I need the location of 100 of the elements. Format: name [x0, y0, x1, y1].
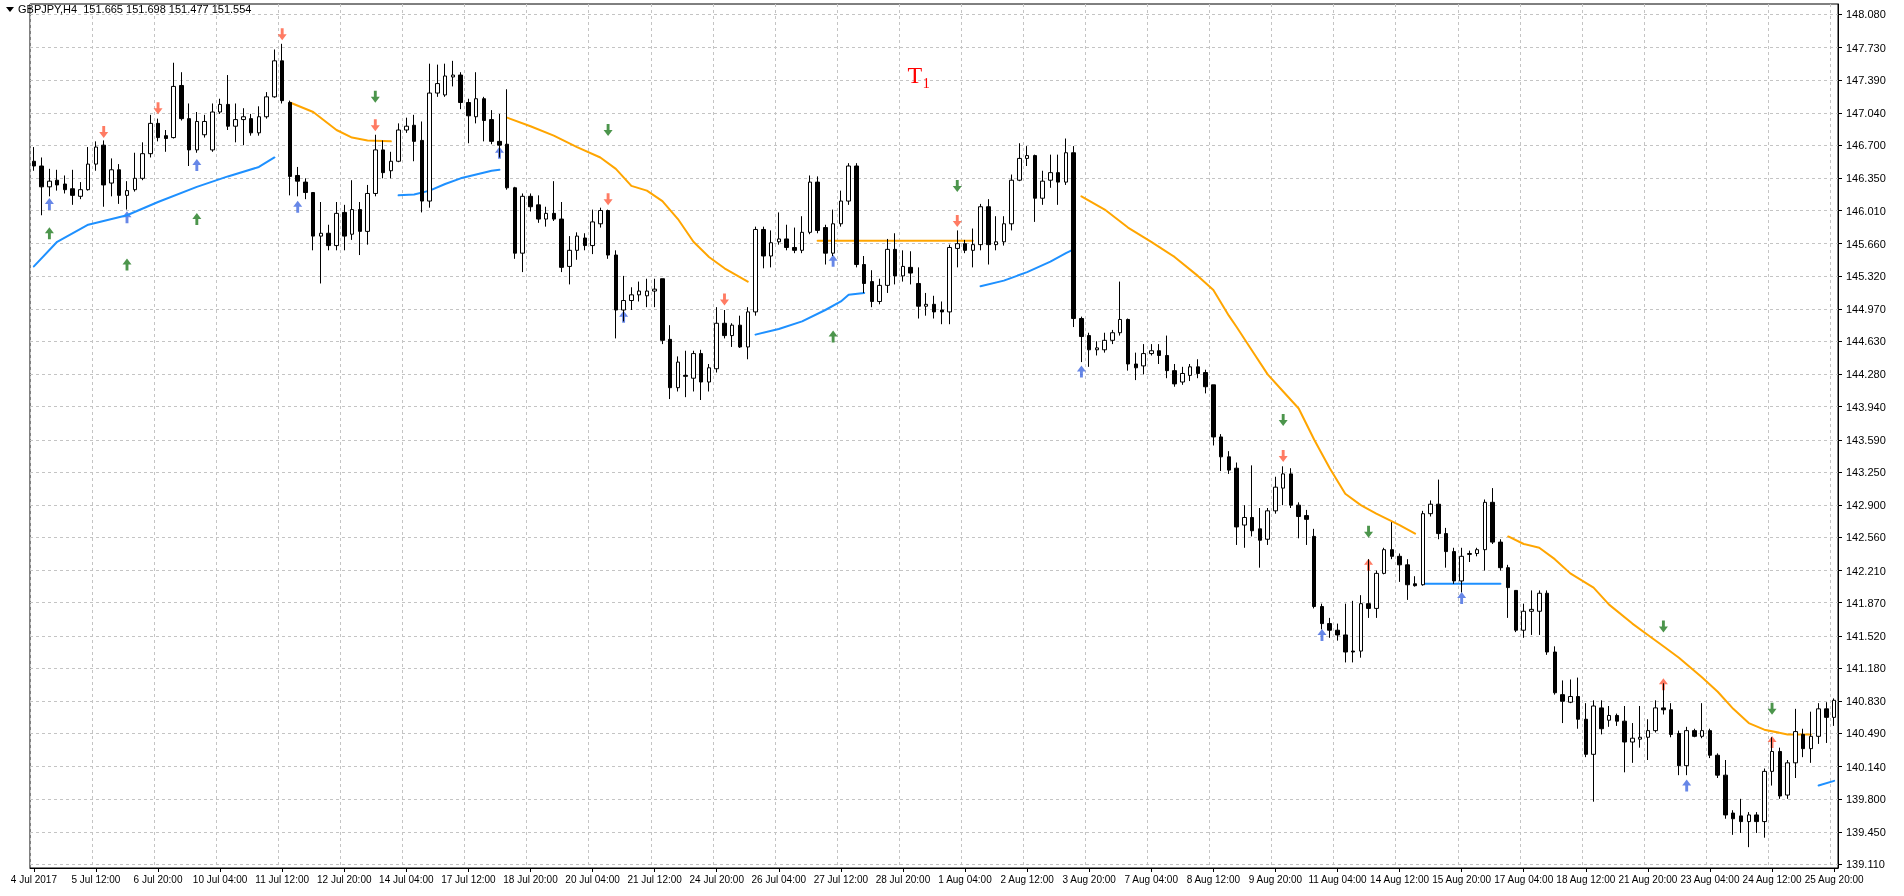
x-tick-label: 28 Jul 20:00: [875, 873, 931, 885]
point: [192, 213, 202, 226]
candlestick: [94, 140, 98, 172]
point: [192, 159, 202, 172]
candlestick: [1126, 318, 1130, 372]
candlestick: [1444, 527, 1448, 569]
candlestick: [1514, 589, 1518, 633]
x-tick-label: 4 Jul 2017: [10, 873, 58, 885]
candlestick: [1421, 510, 1425, 587]
candlestick: [1809, 711, 1813, 764]
candlestick: [784, 224, 789, 251]
x-tick-label: 15 Aug 20:00: [1432, 873, 1492, 885]
candlestick: [1630, 722, 1635, 764]
candlestick: [482, 96, 486, 142]
candlestick: [1242, 504, 1247, 549]
y-tick-label: 142.900: [1846, 499, 1886, 512]
candlestick: [117, 163, 121, 205]
candlestick: [280, 43, 284, 104]
candlestick: [660, 278, 665, 345]
candlestick: [427, 63, 432, 209]
y-tick-label: 143.590: [1846, 433, 1886, 446]
candlestick: [831, 209, 835, 257]
candlestick: [1739, 798, 1743, 834]
candlestick: [319, 201, 323, 284]
candlestick: [342, 204, 347, 251]
candlestick: [846, 162, 851, 206]
candlestick: [707, 363, 711, 392]
candlestick: [1467, 550, 1472, 563]
candlestick: [815, 175, 820, 234]
candlestick: [365, 184, 370, 246]
candlestick: [1568, 678, 1573, 704]
candlestick: [420, 120, 424, 213]
candlestick: [218, 98, 222, 115]
candlestick: [187, 102, 191, 167]
x-tick-label: 5 Jul 12:00: [71, 873, 121, 885]
x-tick-label: 8 Aug 12:00: [1186, 873, 1241, 885]
candlestick: [474, 71, 478, 124]
candlestick: [148, 114, 153, 158]
y-tick-label: 148.080: [1846, 8, 1886, 21]
candlestick: [986, 198, 991, 266]
candlestick: [1079, 316, 1084, 363]
candlestick: [971, 228, 975, 268]
candlestick: [1677, 730, 1681, 776]
candlestick: [1196, 358, 1200, 379]
point: [1457, 592, 1467, 604]
x-tick-label: 18 Jul 20:00: [503, 873, 559, 885]
candlestick: [404, 117, 409, 134]
point: [1076, 365, 1086, 378]
candlestick: [1452, 547, 1456, 585]
point: [952, 214, 962, 227]
point: [293, 200, 303, 213]
candlestick: [1017, 142, 1022, 182]
y-tick-label: 141.870: [1846, 596, 1886, 609]
candlestick: [1180, 366, 1185, 386]
candlestick: [862, 255, 866, 294]
candlestick: [101, 139, 106, 208]
candlestick: [86, 146, 90, 192]
x-tick-label: 17 Aug 04:00: [1494, 873, 1554, 885]
y-tick-label: 140.830: [1846, 695, 1886, 708]
candlestick: [1250, 464, 1254, 537]
x-tick-label: 20 Jul 04:00: [565, 873, 621, 885]
candlestick: [924, 292, 928, 317]
y-tick-label: 146.350: [1846, 172, 1886, 185]
candlestick: [1816, 702, 1821, 745]
y-tick-label: 141.180: [1846, 662, 1886, 675]
candlestick: [210, 102, 215, 153]
line-series: [32, 156, 276, 268]
x-tick-label: 21 Aug 20:00: [1618, 873, 1678, 885]
candlestick: [1048, 154, 1053, 189]
point: [1658, 620, 1668, 633]
y-tick-label: 144.280: [1846, 368, 1886, 381]
candlestick: [583, 232, 587, 251]
candlestick: [1428, 499, 1433, 518]
candlestick: [1545, 589, 1549, 656]
candlestick: [1692, 728, 1697, 738]
candlestick: [1770, 736, 1774, 787]
candlestick: [1351, 600, 1355, 663]
candlestick: [652, 278, 657, 308]
candlestick: [1475, 547, 1479, 557]
candlestick: [47, 168, 52, 197]
point: [952, 179, 962, 192]
candlestick: [140, 141, 145, 181]
candlestick: [800, 215, 804, 254]
candlestick: [451, 60, 455, 87]
point: [370, 119, 380, 132]
candlestick: [606, 209, 610, 260]
candlestick: [195, 111, 199, 154]
candlestick: [963, 239, 967, 254]
y-tick-label: 145.660: [1846, 237, 1886, 250]
candlestick: [358, 201, 362, 256]
candlestick: [1700, 702, 1704, 739]
candlestick: [668, 324, 672, 400]
y-tick-label: 139.800: [1846, 792, 1886, 805]
candlestick: [629, 286, 634, 311]
candlestick: [109, 157, 114, 197]
candlestick: [1234, 462, 1239, 546]
candlestick: [932, 295, 936, 320]
text: T₁: [906, 62, 932, 89]
candlestick: [1118, 281, 1122, 337]
line-series: [506, 116, 749, 283]
